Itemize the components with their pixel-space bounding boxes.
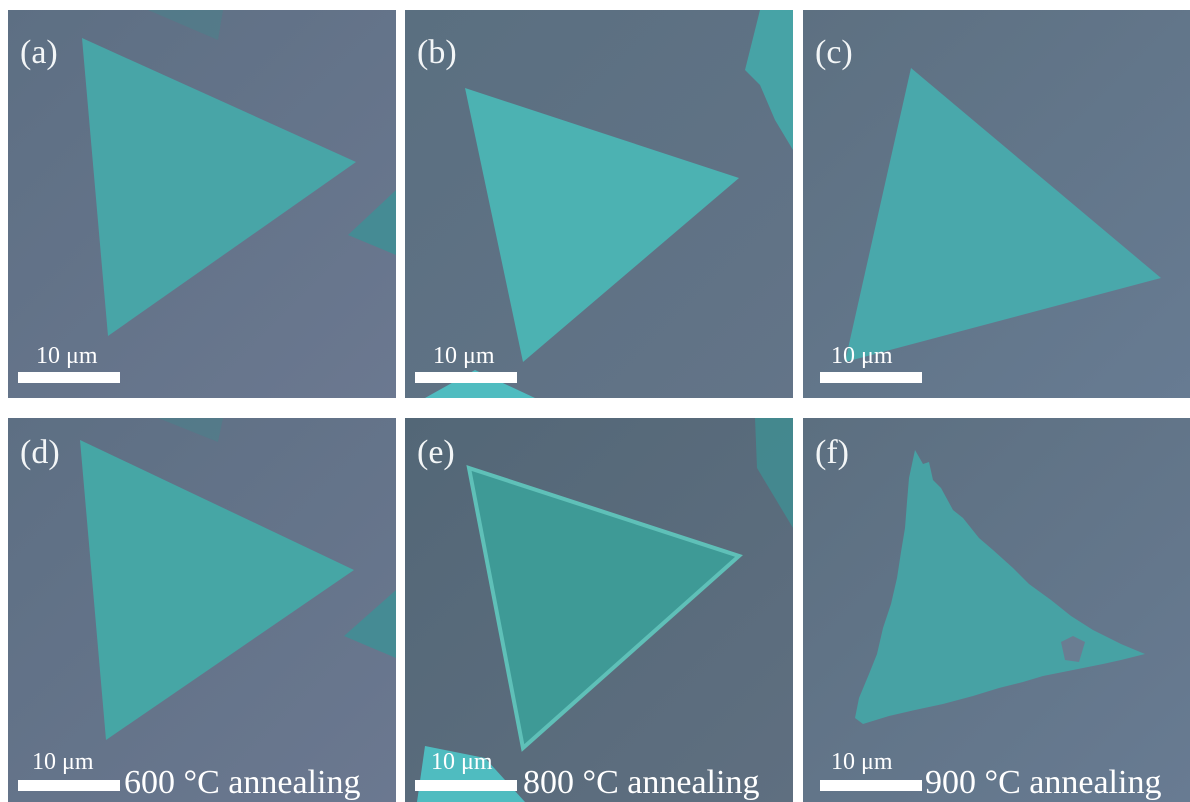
panel-f: (f) 10 μm 900 °C annealing bbox=[803, 418, 1190, 802]
flake-triangle bbox=[80, 440, 354, 740]
micrograph-e bbox=[405, 418, 793, 802]
micrograph-a bbox=[8, 10, 396, 398]
micrograph-f bbox=[803, 418, 1190, 802]
flake-triangle bbox=[465, 88, 739, 362]
panel-a: (a) 10 μm bbox=[8, 10, 396, 398]
scale-bar-label: 10 μm bbox=[36, 343, 98, 369]
scale-bar-label: 10 μm bbox=[831, 749, 893, 775]
scale-bar bbox=[415, 372, 517, 383]
micrograph-d bbox=[8, 418, 396, 802]
scale-bar bbox=[18, 372, 120, 383]
flake-triangle bbox=[845, 68, 1161, 362]
scale-bar bbox=[820, 372, 922, 383]
scale-bar-label: 10 μm bbox=[32, 749, 94, 775]
panel-label: (e) bbox=[417, 434, 455, 471]
annealing-caption: 600 °C annealing bbox=[124, 764, 361, 801]
annealing-caption: 800 °C annealing bbox=[523, 764, 760, 801]
scale-bar bbox=[415, 780, 517, 791]
micrograph-c bbox=[803, 10, 1190, 398]
annealing-caption: 900 °C annealing bbox=[925, 764, 1162, 801]
panel-e: (e) 10 μm 800 °C annealing bbox=[405, 418, 793, 802]
panel-label: (b) bbox=[417, 34, 457, 71]
scale-bar-label: 10 μm bbox=[431, 749, 493, 775]
flake-triangle bbox=[466, 465, 743, 752]
scale-bar bbox=[820, 780, 922, 791]
flake-triangle bbox=[82, 38, 356, 336]
panel-label: (c) bbox=[815, 34, 853, 71]
micrograph-b bbox=[405, 10, 793, 398]
panel-label: (d) bbox=[20, 434, 60, 471]
panel-label: (a) bbox=[20, 34, 58, 71]
scale-bar bbox=[18, 780, 120, 791]
panel-b: (b) 10 μm bbox=[405, 10, 793, 398]
panel-d: (d) 10 μm 600 °C annealing bbox=[8, 418, 396, 802]
panel-c: (c) 10 μm bbox=[803, 10, 1190, 398]
scale-bar-label: 10 μm bbox=[433, 343, 495, 369]
scale-bar-label: 10 μm bbox=[831, 343, 893, 369]
panel-label: (f) bbox=[815, 434, 849, 471]
